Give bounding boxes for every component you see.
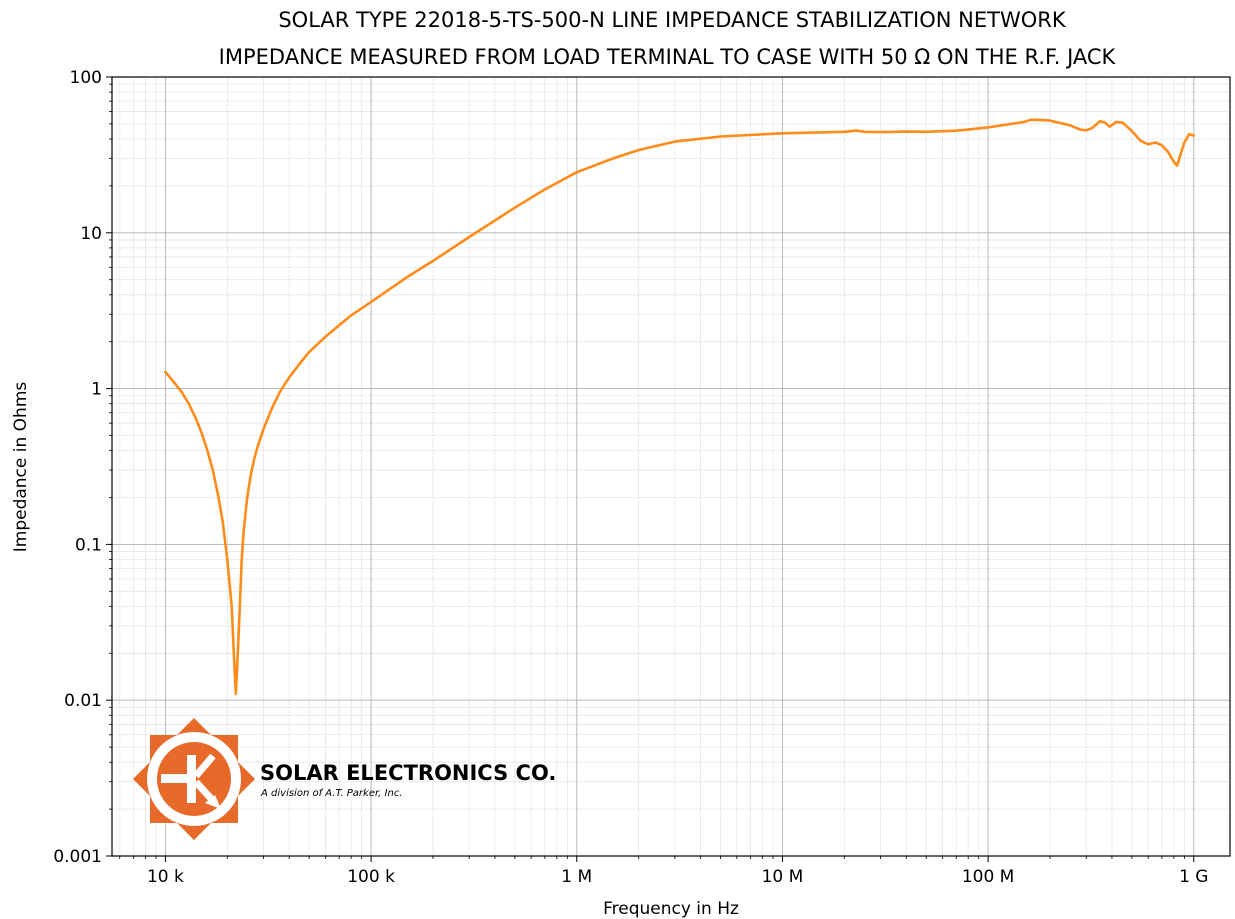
axis-ticks (106, 76, 1195, 862)
x-tick-label: 1 M (561, 867, 592, 887)
logo-company-name: SOLAR ELECTRONICS CO. (260, 761, 556, 785)
plot-frame (111, 76, 1231, 857)
logo-symbol-stem (187, 755, 196, 803)
y-tick-label: 0.01 (64, 691, 102, 711)
logo-symbol-bar (161, 774, 187, 783)
x-tick-label: 100 k (347, 867, 395, 887)
chart-title: SOLAR TYPE 22018-5-TS-500-N LINE IMPEDAN… (278, 8, 1067, 32)
company-logo: SOLAR ELECTRONICS CO. A division of A.T.… (133, 718, 556, 840)
y-tick-label: 0.001 (53, 847, 102, 867)
x-tick-label: 100 M (962, 867, 1015, 887)
y-tick-label: 0.1 (75, 535, 102, 555)
series-layer (164, 118, 1196, 696)
x-axis-label: Frequency in Hz (603, 899, 739, 919)
x-tick-label: 10 k (147, 867, 184, 887)
minor-grid (112, 77, 1230, 856)
logo-symbol-arm-upper (193, 753, 216, 779)
logo-tagline: A division of A.T. Parker, Inc. (260, 788, 403, 799)
x-tick-label: 1 G (1179, 867, 1208, 887)
y-tick-label: 10 (80, 224, 102, 244)
y-axis-label: Impedance in Ohms (11, 382, 31, 553)
impedance-series-line (164, 118, 1196, 696)
y-tick-labels: 0.001 0.01 0.1 1 10 100 (53, 68, 102, 867)
chart-subtitle: IMPEDANCE MEASURED FROM LOAD TERMINAL TO… (219, 45, 1117, 69)
x-tick-labels: 10 k 100 k 1 M 10 M 100 M 1 G (147, 867, 1209, 887)
logo-symbol-arrow (205, 795, 221, 809)
x-tick-label: 10 M (762, 867, 804, 887)
major-grid (112, 76, 1230, 857)
logo-emblem (133, 718, 255, 840)
y-tick-label: 1 (91, 380, 102, 400)
y-tick-label: 100 (70, 68, 102, 88)
